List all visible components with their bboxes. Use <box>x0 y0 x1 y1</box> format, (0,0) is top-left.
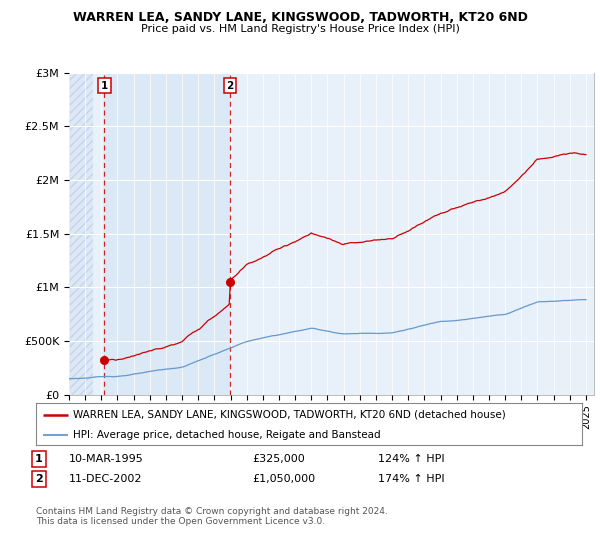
Text: 2: 2 <box>35 474 43 484</box>
Text: 11-DEC-2002: 11-DEC-2002 <box>69 474 143 484</box>
Text: 10-MAR-1995: 10-MAR-1995 <box>69 454 144 464</box>
Text: 124% ↑ HPI: 124% ↑ HPI <box>378 454 445 464</box>
Text: WARREN LEA, SANDY LANE, KINGSWOOD, TADWORTH, KT20 6ND (detached house): WARREN LEA, SANDY LANE, KINGSWOOD, TADWO… <box>73 410 506 420</box>
Bar <box>69 73 93 395</box>
Bar <box>104 73 230 395</box>
Text: Price paid vs. HM Land Registry's House Price Index (HPI): Price paid vs. HM Land Registry's House … <box>140 24 460 34</box>
Text: 174% ↑ HPI: 174% ↑ HPI <box>378 474 445 484</box>
Text: Contains HM Land Registry data © Crown copyright and database right 2024.
This d: Contains HM Land Registry data © Crown c… <box>36 507 388 526</box>
Text: 1: 1 <box>35 454 43 464</box>
Text: WARREN LEA, SANDY LANE, KINGSWOOD, TADWORTH, KT20 6ND: WARREN LEA, SANDY LANE, KINGSWOOD, TADWO… <box>73 11 527 24</box>
Text: £325,000: £325,000 <box>252 454 305 464</box>
Text: £1,050,000: £1,050,000 <box>252 474 315 484</box>
Text: 2: 2 <box>226 81 233 91</box>
Text: 1: 1 <box>101 81 108 91</box>
Text: HPI: Average price, detached house, Reigate and Banstead: HPI: Average price, detached house, Reig… <box>73 430 381 440</box>
